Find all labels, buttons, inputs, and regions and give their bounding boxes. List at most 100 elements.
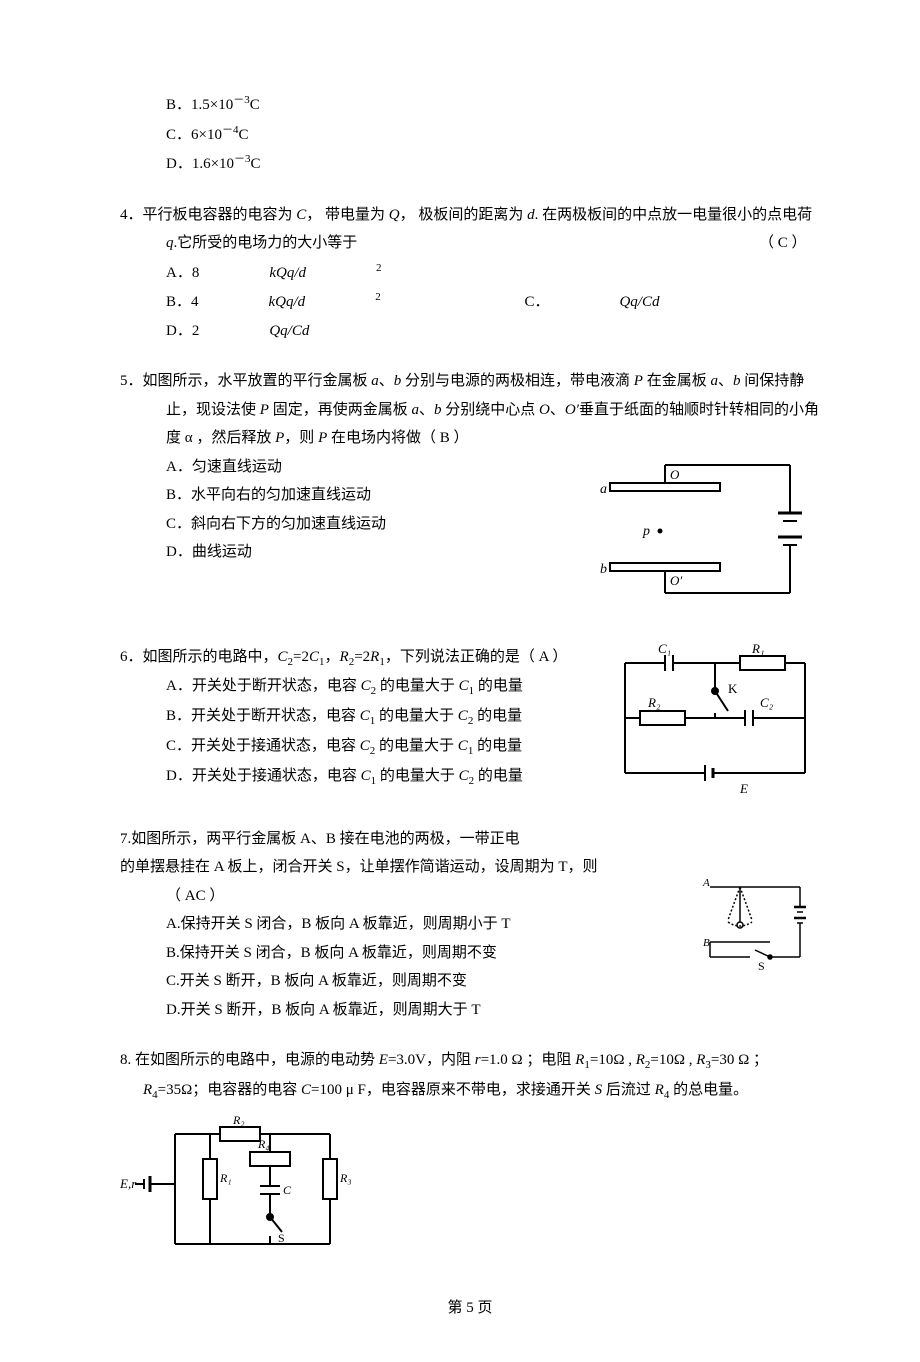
q7-figure: A B S	[700, 872, 820, 972]
q8-C: C	[301, 1082, 311, 1098]
q6d-a: D．开关处于接通状态，电容	[166, 768, 361, 784]
page-footer: 第 5 页	[120, 1294, 820, 1323]
q6-figure: C₁ R₁ R₂ C₂ K E	[610, 643, 820, 803]
q4-stem-a: 4．平行板电容器的电容为	[120, 207, 296, 223]
q5-O: O	[539, 402, 550, 418]
opt-c-exp: －4	[222, 124, 239, 136]
q6a-c2: C	[361, 678, 371, 694]
q6d-c: 的电量	[474, 768, 523, 784]
q6-fig-r1: R₁	[751, 643, 764, 656]
q5-s5e: 分别绕中心点	[441, 402, 539, 418]
q5-s3: 分别与电源的两极相连，带电液滴	[401, 373, 634, 389]
q6c-c1: C	[458, 738, 468, 754]
q7-opt-d: D.开关 S 断开，B 板向 A 板靠近，则周期大于 T	[166, 996, 820, 1025]
q4a-m: kQq/d	[269, 259, 306, 288]
q6a-b: 的电量大于	[376, 678, 459, 694]
opt-b-text: B．1.5×10	[166, 97, 233, 113]
q6-eq1: =2	[293, 649, 309, 665]
q4c-l: C．	[524, 288, 549, 317]
q4d-l: D．2	[166, 317, 199, 346]
opt-d-text: D．1.6×10	[166, 156, 234, 172]
q7-fig-s: S	[758, 959, 765, 972]
opt-b-exp: －3	[233, 94, 250, 106]
q5-p1: P	[634, 373, 643, 389]
question-8: 8. 在如图所示的电路中，电源的电动势 E=3.0V，内阻 r=1.0 Ω ；电…	[120, 1046, 820, 1264]
q6b-b: 的电量大于	[375, 708, 458, 724]
q6-r1: R	[370, 649, 379, 665]
q5-s5i: 在电场内将做（	[327, 430, 440, 446]
q5-a2: a	[710, 373, 718, 389]
q4-C: C	[296, 207, 306, 223]
q4-paren-r: ）	[788, 235, 807, 251]
q7-circuit-icon: A B S	[700, 872, 820, 972]
q5-a1: a	[371, 373, 379, 389]
q5-fig-O: O	[670, 467, 680, 482]
q8-figure: E,r R₂ R₁ R₃ R₄ C S	[120, 1114, 820, 1264]
q8-eqR2: =10Ω ,	[650, 1052, 696, 1068]
q4a-e: 2	[376, 258, 382, 279]
q4c-m: Qq/Cd	[619, 288, 659, 317]
q6a-a: A．开关处于断开状态，电容	[166, 678, 361, 694]
q7-stem-1: 7.如图所示，两平行金属板 A、B 接在电池的两极，一带正电	[120, 825, 820, 854]
q4-d: d	[527, 207, 535, 223]
q6b-c1: C	[360, 708, 370, 724]
q6c-c2: C	[360, 738, 370, 754]
q6c-c: 的电量	[473, 738, 522, 754]
q7-answer: AC	[185, 888, 206, 904]
q8-eqC: =100 μ F，电容器原来不带电，求接通开关	[311, 1082, 595, 1098]
q5-a3: a	[411, 402, 419, 418]
q4-stem-c: ， 极板间的距离为	[400, 207, 528, 223]
q4-opt-c: C． Qq/Cd	[524, 288, 729, 317]
q4-options: A．8kQq/d2 B．4kQq/d2 C．Qq/Cd D．2Qq/Cd	[120, 258, 820, 346]
frag-opt-d: D．1.6×10－3C	[166, 149, 820, 179]
q5-s5j: ）	[450, 430, 469, 446]
q5-s5f: 、	[550, 402, 565, 418]
opt-c-text: C．6×10	[166, 127, 222, 143]
q4-opt-b: B．4kQq/d2	[166, 287, 451, 317]
q6-circuit-icon: C₁ R₁ R₂ C₂ K E	[610, 643, 820, 803]
q5-s5a: 、	[718, 373, 733, 389]
q8-sb: Ω ；	[738, 1052, 768, 1068]
q7-fig-b: B	[703, 937, 710, 949]
q8-E: E	[379, 1052, 388, 1068]
q4-q: q	[166, 235, 174, 251]
q5-p2: P	[260, 402, 269, 418]
question-5: 5．如图所示，水平放置的平行金属板 a、b 分别与电源的两极相连，带电液滴 P …	[120, 367, 820, 603]
q5-Op: O′	[565, 402, 579, 418]
q8-R2: R	[636, 1052, 645, 1068]
q6-fig-r2: R₂	[647, 695, 661, 710]
q4-stem-e: .它所受的电场力的大小等于	[174, 235, 358, 251]
q4b-m: kQq/d	[269, 288, 306, 317]
q4-stem-b: ， 带电量为	[306, 207, 389, 223]
question-6: C₁ R₁ R₂ C₂ K E 6．如图所示的电路中，C2=2C1，R2=2R1…	[120, 643, 820, 803]
q6-sb: ，下列说法正确的是（	[385, 649, 539, 665]
q8-eqR1: =10Ω ,	[590, 1052, 636, 1068]
q6-eq2: =2	[354, 649, 370, 665]
q6c-a: C．开关处于接通状态，电容	[166, 738, 360, 754]
q6-sa: 6．如图所示的电路中，	[120, 649, 278, 665]
q6a-c1: C	[459, 678, 469, 694]
q4-stem-d: . 在两极板间的中点放一电量很小的点电荷	[535, 207, 813, 223]
question-7: 7.如图所示，两平行金属板 A、B 接在电池的两极，一带正电 的单摆悬挂在 A …	[120, 825, 820, 1025]
q6-fig-e: E	[739, 781, 748, 796]
q8-circuit-icon: E,r R₂ R₁ R₃ R₄ C S	[120, 1114, 360, 1264]
q6d-b: 的电量大于	[376, 768, 459, 784]
opt-d-tail: C	[251, 156, 261, 172]
opt-c-tail: C	[238, 127, 248, 143]
q4d-m: Qq/Cd	[269, 317, 309, 346]
q4-paren-l: （	[759, 235, 778, 251]
q8-R4: R	[143, 1082, 152, 1098]
q6c-b: 的电量大于	[375, 738, 458, 754]
opt-d-exp: －3	[234, 153, 251, 165]
q6-answer: A	[539, 649, 549, 665]
q8-fig-r4: R₄	[257, 1137, 270, 1151]
q4-opt-d: D．2 Qq/Cd	[166, 317, 379, 346]
q5-s4: 在金属板	[643, 373, 707, 389]
q5-s5d: 、	[419, 402, 434, 418]
q6b-a: B．开关处于断开状态，电容	[166, 708, 360, 724]
q4-opt-a: A．8kQq/d2	[166, 258, 452, 288]
q8-fig-r3: R₃	[339, 1171, 352, 1185]
q5-figure: a b p O O′	[590, 453, 820, 603]
q5-b2: b	[733, 373, 741, 389]
q8-fig-s: S	[278, 1231, 285, 1245]
